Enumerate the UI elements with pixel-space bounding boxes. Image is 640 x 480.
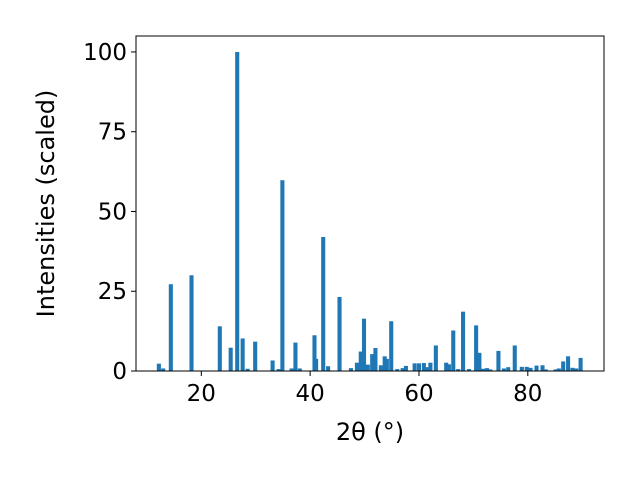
bar	[578, 357, 583, 371]
bar	[543, 369, 548, 371]
bar	[389, 321, 394, 371]
y-tick-label: 50	[98, 199, 127, 225]
plot-frame	[135, 35, 605, 372]
y-axis-label: Intensities (scaled)	[32, 90, 60, 318]
bar	[540, 365, 545, 371]
bar	[382, 356, 387, 371]
y-tick-label: 100	[83, 40, 127, 66]
bar	[488, 369, 493, 371]
bar	[384, 358, 389, 371]
bar	[528, 367, 533, 371]
bar	[446, 364, 451, 371]
bar	[428, 362, 433, 371]
bar	[289, 368, 294, 371]
bar	[400, 368, 405, 371]
bar	[348, 368, 353, 371]
bar	[412, 363, 417, 371]
bar	[354, 362, 359, 371]
bar	[553, 369, 558, 371]
bar	[168, 284, 173, 371]
bar	[403, 365, 408, 371]
bar	[361, 318, 367, 371]
bar	[297, 368, 302, 371]
x-axis-ticks: 20 40 60 80	[187, 371, 542, 407]
bar	[337, 296, 342, 371]
bar	[235, 51, 240, 371]
bar	[424, 367, 429, 371]
bar	[512, 345, 517, 371]
bar	[321, 237, 326, 371]
bar	[496, 350, 501, 371]
bar	[456, 369, 461, 371]
bar	[477, 352, 482, 371]
bar	[161, 368, 166, 371]
x-axis-label: 2θ (°)	[336, 418, 404, 446]
x-tick-label: 80	[513, 381, 542, 407]
bar	[228, 347, 233, 371]
bar	[461, 311, 466, 371]
bar	[421, 363, 426, 371]
bar	[156, 363, 161, 371]
bar	[519, 366, 524, 371]
bar	[365, 364, 370, 371]
bar	[373, 348, 378, 371]
x-tick-label: 40	[295, 381, 324, 407]
bar	[253, 341, 258, 371]
bar	[570, 367, 575, 371]
x-tick-label: 20	[187, 381, 216, 407]
bar	[467, 369, 472, 371]
bar	[280, 180, 285, 371]
y-axis-ticks: 0 25 50 75 100	[83, 40, 136, 385]
bar	[312, 335, 317, 371]
y-tick-label: 75	[98, 120, 127, 146]
bar	[358, 351, 363, 371]
bar	[481, 368, 486, 371]
bar	[326, 366, 331, 371]
bar	[474, 325, 479, 371]
bar	[314, 358, 319, 371]
bars	[156, 51, 583, 371]
x-tick-label: 60	[404, 381, 433, 407]
bar	[245, 368, 250, 371]
y-tick-label: 0	[112, 359, 127, 385]
bar	[444, 362, 449, 371]
bar	[416, 363, 422, 371]
bar	[574, 368, 579, 371]
bar	[451, 330, 456, 371]
bar	[276, 369, 281, 371]
bar	[556, 368, 561, 371]
y-tick-label: 25	[98, 279, 127, 305]
bar	[217, 326, 222, 371]
bar	[189, 275, 194, 371]
bar	[270, 360, 275, 371]
bar	[484, 368, 490, 371]
bar	[395, 369, 400, 371]
bar	[240, 338, 245, 371]
bar	[293, 342, 298, 371]
bar	[534, 365, 539, 371]
bar	[524, 366, 529, 371]
bar	[561, 361, 566, 371]
bar	[501, 368, 506, 371]
bar	[566, 356, 571, 371]
bar	[370, 354, 375, 371]
bar	[378, 365, 383, 371]
bar	[433, 345, 438, 371]
bar	[506, 367, 511, 371]
